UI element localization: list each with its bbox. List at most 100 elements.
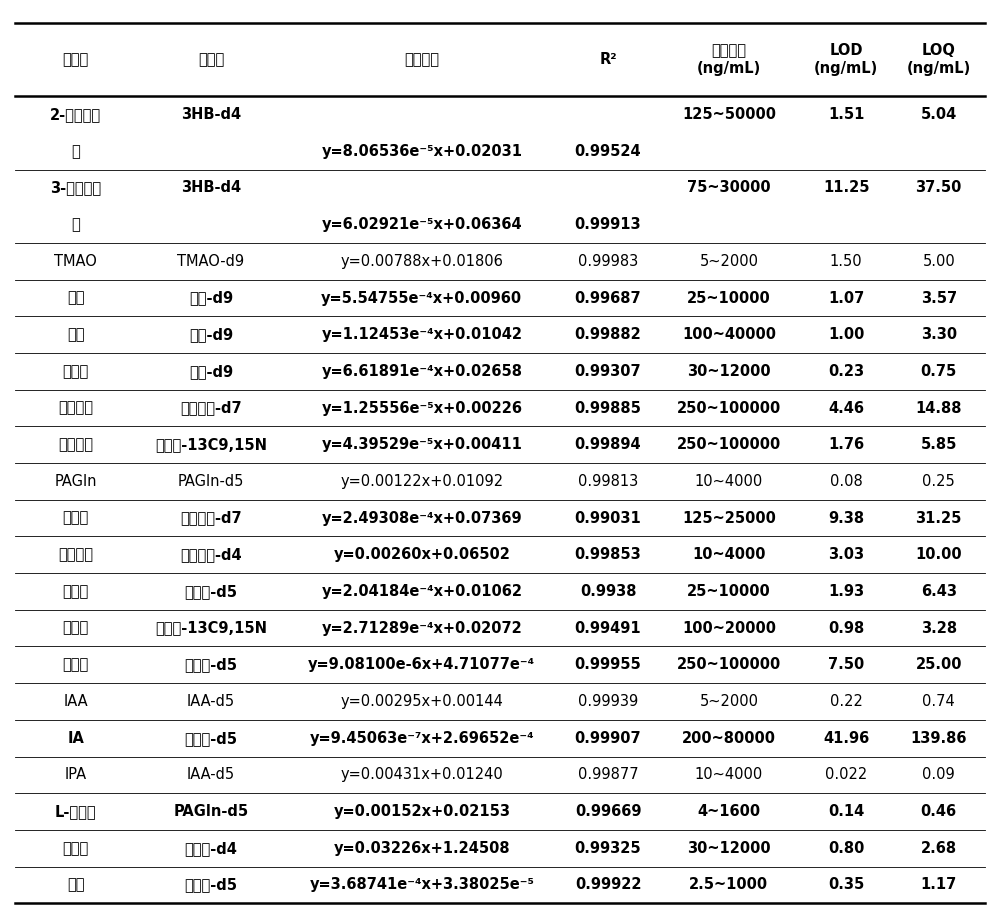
Text: 肉碱: 肉碱: [67, 327, 84, 342]
Text: 泛酸: 泛酸: [67, 878, 84, 892]
Text: 0.99882: 0.99882: [575, 327, 641, 342]
Text: 139.86: 139.86: [910, 731, 967, 746]
Text: TMAO: TMAO: [54, 254, 97, 269]
Text: y=9.45063e⁻⁷x+2.69652e⁻⁴: y=9.45063e⁻⁷x+2.69652e⁻⁴: [310, 731, 534, 746]
Text: 250~100000: 250~100000: [677, 437, 781, 452]
Text: 10~4000: 10~4000: [695, 474, 763, 489]
Text: PAGln-d5: PAGln-d5: [173, 804, 249, 819]
Text: y=6.61891e⁻⁴x+0.02658: y=6.61891e⁻⁴x+0.02658: [321, 364, 522, 379]
Text: R²: R²: [599, 52, 617, 67]
Text: 苯丙氨酸-d7: 苯丙氨酸-d7: [180, 511, 242, 525]
Text: 37.50: 37.50: [916, 181, 962, 195]
Text: 酯: 酯: [71, 217, 80, 232]
Text: 5.04: 5.04: [921, 107, 957, 122]
Text: 3.28: 3.28: [921, 621, 957, 635]
Text: 色氨酸-d5: 色氨酸-d5: [184, 657, 237, 672]
Text: 250~100000: 250~100000: [677, 401, 781, 415]
Text: 14.88: 14.88: [915, 401, 962, 415]
Text: 7.50: 7.50: [828, 657, 864, 672]
Text: 1.76: 1.76: [828, 437, 864, 452]
Text: 11.25: 11.25: [823, 181, 869, 195]
Text: 3HB-d4: 3HB-d4: [181, 181, 241, 195]
Text: 内标物: 内标物: [198, 52, 224, 67]
Text: L-组氨酸: L-组氨酸: [55, 804, 97, 819]
Text: 30~12000: 30~12000: [687, 364, 771, 379]
Text: 0.99853: 0.99853: [575, 547, 641, 562]
Text: y=5.54755e⁻⁴x+0.00960: y=5.54755e⁻⁴x+0.00960: [321, 291, 522, 305]
Text: 5~2000: 5~2000: [699, 694, 758, 709]
Text: 125~50000: 125~50000: [682, 107, 776, 122]
Text: TMAO-d9: TMAO-d9: [177, 254, 245, 269]
Text: 100~40000: 100~40000: [682, 327, 776, 342]
Text: 75~30000: 75~30000: [687, 181, 771, 195]
Text: 0.25: 0.25: [922, 474, 955, 489]
Text: 5.85: 5.85: [921, 437, 957, 452]
Text: 色氨酸-d5: 色氨酸-d5: [184, 584, 237, 599]
Text: 0.14: 0.14: [828, 804, 864, 819]
Text: 250~100000: 250~100000: [677, 657, 781, 672]
Text: y=0.00431x+0.01240: y=0.00431x+0.01240: [340, 768, 503, 782]
Text: 色氨酸-d5: 色氨酸-d5: [184, 878, 237, 892]
Text: y=0.00788x+0.01806: y=0.00788x+0.01806: [340, 254, 503, 269]
Text: 赖氨酸-d4: 赖氨酸-d4: [185, 841, 237, 856]
Text: IA: IA: [67, 731, 84, 746]
Text: 0.99922: 0.99922: [575, 878, 641, 892]
Text: IPA: IPA: [65, 768, 87, 782]
Text: 10.00: 10.00: [915, 547, 962, 562]
Text: 25~10000: 25~10000: [687, 584, 771, 599]
Text: 0.99955: 0.99955: [575, 657, 641, 672]
Text: 0.99669: 0.99669: [575, 804, 641, 819]
Text: 200~80000: 200~80000: [682, 731, 776, 746]
Text: y=0.00260x+0.06502: y=0.00260x+0.06502: [333, 547, 510, 562]
Text: 色氨酸: 色氨酸: [63, 657, 89, 672]
Text: 0.99913: 0.99913: [575, 217, 641, 232]
Text: PAGln-d5: PAGln-d5: [178, 474, 244, 489]
Text: (ng/mL): (ng/mL): [697, 61, 761, 76]
Text: 0.46: 0.46: [921, 804, 957, 819]
Text: 1.93: 1.93: [828, 584, 864, 599]
Text: (ng/mL): (ng/mL): [814, 61, 878, 76]
Text: 色氨酸-d5: 色氨酸-d5: [184, 731, 237, 746]
Text: y=0.00295x+0.00144: y=0.00295x+0.00144: [340, 694, 503, 709]
Text: 31.25: 31.25: [916, 511, 962, 525]
Text: 0.99325: 0.99325: [575, 841, 641, 856]
Text: 3-羟基丁酸: 3-羟基丁酸: [50, 181, 101, 195]
Text: LOD: LOD: [829, 43, 863, 58]
Text: IAA: IAA: [63, 694, 88, 709]
Text: y=1.25556e⁻⁵x+0.00226: y=1.25556e⁻⁵x+0.00226: [321, 401, 522, 415]
Text: 0.9938: 0.9938: [580, 584, 636, 599]
Text: y=0.03226x+1.24508: y=0.03226x+1.24508: [334, 841, 510, 856]
Text: 5.00: 5.00: [922, 254, 955, 269]
Text: 酪氨酸: 酪氨酸: [63, 621, 89, 635]
Text: 甜菜碱: 甜菜碱: [63, 364, 89, 379]
Text: 酪氨酸-13C9,15N: 酪氨酸-13C9,15N: [155, 621, 267, 635]
Text: y=0.00152x+0.02153: y=0.00152x+0.02153: [333, 804, 510, 819]
Text: 0.99939: 0.99939: [578, 694, 638, 709]
Text: 线性范围: 线性范围: [711, 43, 746, 58]
Text: 苯丙氨酸: 苯丙氨酸: [58, 401, 93, 415]
Text: 苯丙氨酸-d7: 苯丙氨酸-d7: [180, 401, 242, 415]
Text: 0.99877: 0.99877: [578, 768, 638, 782]
Text: 3.57: 3.57: [921, 291, 957, 305]
Text: 0.022: 0.022: [825, 768, 867, 782]
Text: 0.35: 0.35: [828, 878, 864, 892]
Text: 0.23: 0.23: [828, 364, 864, 379]
Text: IAA-d5: IAA-d5: [187, 768, 235, 782]
Text: 30~12000: 30~12000: [687, 841, 771, 856]
Text: y=4.39529e⁻⁵x+0.00411: y=4.39529e⁻⁵x+0.00411: [321, 437, 522, 452]
Text: 胆碱-d9: 胆碱-d9: [189, 327, 233, 342]
Text: 0.74: 0.74: [922, 694, 955, 709]
Text: 2-羟基丁酸: 2-羟基丁酸: [50, 107, 101, 122]
Text: LOQ: LOQ: [922, 43, 956, 58]
Text: 3.30: 3.30: [921, 327, 957, 342]
Text: 代谢物: 代谢物: [63, 52, 89, 67]
Text: y=2.49308e⁻⁴x+0.07369: y=2.49308e⁻⁴x+0.07369: [322, 511, 522, 525]
Text: IAA-d5: IAA-d5: [187, 694, 235, 709]
Text: 41.96: 41.96: [823, 731, 869, 746]
Text: 6.43: 6.43: [921, 584, 957, 599]
Text: 琥珀酸酯-d4: 琥珀酸酯-d4: [180, 547, 242, 562]
Text: 酯: 酯: [71, 144, 80, 159]
Text: y=9.08100e-6x+4.71077e⁻⁴: y=9.08100e-6x+4.71077e⁻⁴: [308, 657, 535, 672]
Text: y=8.06536e⁻⁵x+0.02031: y=8.06536e⁻⁵x+0.02031: [321, 144, 522, 159]
Text: 0.99687: 0.99687: [575, 291, 641, 305]
